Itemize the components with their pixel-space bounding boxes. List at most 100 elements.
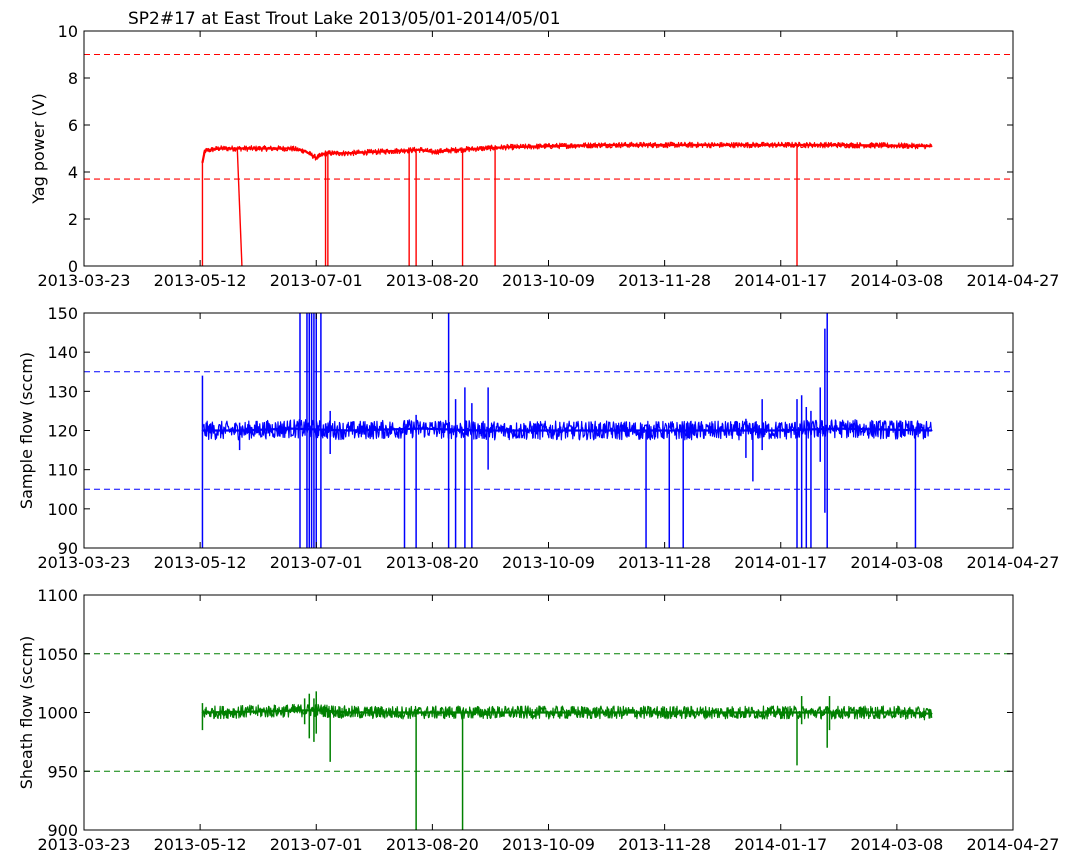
series-point bbox=[835, 427, 838, 430]
series-point bbox=[835, 144, 838, 146]
y-tick-label: 120 bbox=[47, 422, 78, 441]
series-trace bbox=[201, 703, 933, 721]
x-tick-label: 2013-07-01 bbox=[270, 271, 363, 290]
y-tick-label: 2 bbox=[68, 210, 78, 229]
y-tick-label: 140 bbox=[47, 343, 78, 362]
series-point bbox=[930, 429, 933, 432]
x-tick-label: 2013-07-01 bbox=[270, 835, 363, 854]
series-point bbox=[315, 157, 318, 159]
panel-1: 0 2 4 6 8 10 2013-03-23 2013-05-12 2013-07-01 201… bbox=[29, 22, 1059, 290]
y-tick-label: 1000 bbox=[37, 704, 78, 723]
series-point bbox=[266, 147, 269, 150]
plot-area bbox=[84, 653, 1013, 830]
x-tick-label: 2014-04-27 bbox=[967, 271, 1060, 290]
y-tick-label: 90 bbox=[58, 539, 78, 558]
x-tick-label: 2013-11-28 bbox=[618, 271, 711, 290]
series-trace bbox=[201, 419, 933, 441]
x-tick-label: 2014-01-17 bbox=[734, 271, 827, 290]
chart-title: SP2#17 at East Trout Lake 2013/05/01-201… bbox=[128, 9, 561, 29]
series-point bbox=[203, 150, 206, 152]
y-tick-label: 1100 bbox=[37, 586, 78, 605]
x-tick-label: 2013-08-20 bbox=[386, 835, 479, 854]
series-point bbox=[347, 152, 350, 154]
x-tick-label: 2013-10-09 bbox=[502, 271, 595, 290]
series-point bbox=[303, 150, 306, 152]
series-point bbox=[266, 710, 269, 713]
series-point bbox=[663, 429, 666, 432]
series-point bbox=[347, 429, 350, 432]
y-tick-label: 8 bbox=[68, 69, 78, 88]
x-tick-label: 2013-10-09 bbox=[502, 835, 595, 854]
series-point bbox=[419, 427, 422, 430]
series-line bbox=[202, 709, 932, 715]
x-tick-label: 2013-03-23 bbox=[38, 553, 131, 572]
y-tick-label: 950 bbox=[47, 762, 78, 781]
x-tick-label: 2014-03-08 bbox=[850, 271, 943, 290]
plot-area bbox=[84, 313, 1013, 548]
x-tick-label: 2014-03-08 bbox=[850, 553, 943, 572]
series-point bbox=[779, 144, 782, 146]
x-tick-label: 2013-11-28 bbox=[618, 835, 711, 854]
y-tick-label: 100 bbox=[47, 500, 78, 519]
series-point bbox=[443, 150, 445, 152]
series-point bbox=[431, 711, 434, 714]
series-point bbox=[289, 427, 292, 430]
series-point bbox=[371, 151, 373, 153]
series-point bbox=[714, 144, 717, 146]
y-tick-label: 130 bbox=[47, 382, 78, 401]
panels: 0 2 4 6 8 10 2013-03-23 2013-05-12 2013-07-01 201… bbox=[17, 22, 1059, 854]
y-tick-label: 0 bbox=[68, 257, 78, 276]
series-point bbox=[663, 711, 666, 714]
x-tick-label: 2013-03-23 bbox=[38, 835, 131, 854]
y-tick-label: 10 bbox=[58, 22, 78, 41]
series-point bbox=[347, 711, 350, 714]
y-tick-label: 1050 bbox=[37, 645, 78, 664]
series-point bbox=[601, 144, 603, 146]
series-point bbox=[547, 711, 550, 714]
series-point bbox=[419, 148, 422, 151]
series-point bbox=[241, 429, 243, 432]
series-point bbox=[930, 145, 933, 147]
series-point bbox=[396, 150, 399, 152]
series-point bbox=[547, 429, 550, 432]
series-point bbox=[503, 146, 506, 149]
x-tick-label: 2014-01-17 bbox=[734, 553, 827, 572]
y-tick-label: 6 bbox=[68, 116, 78, 135]
x-tick-label: 2013-11-28 bbox=[618, 553, 711, 572]
series-point bbox=[896, 711, 898, 714]
y-tick-label: 900 bbox=[47, 821, 78, 840]
series-line bbox=[201, 143, 932, 163]
series-point bbox=[217, 147, 220, 150]
x-tick-label: 2013-08-20 bbox=[386, 553, 479, 572]
x-tick-label: 2013-08-20 bbox=[386, 271, 479, 290]
plot-area bbox=[84, 53, 1013, 266]
series-point bbox=[431, 151, 434, 153]
y-tick-label: 110 bbox=[47, 461, 78, 480]
x-tick-label: 2014-01-17 bbox=[734, 835, 827, 854]
x-tick-label: 2013-05-12 bbox=[154, 835, 247, 854]
x-tick-label: 2014-04-27 bbox=[967, 835, 1060, 854]
panel-3: 900 950 1000 1050 1100 2013-03-23 2013-05-12 20… bbox=[17, 586, 1059, 854]
y-tick-label: 150 bbox=[47, 304, 78, 323]
x-tick-label: 2013-05-12 bbox=[154, 271, 247, 290]
y-axis-label: Sheath flow (sccm) bbox=[17, 636, 36, 789]
y-tick-label: 4 bbox=[68, 163, 78, 182]
y-axis-label: Sample flow (sccm) bbox=[17, 352, 36, 509]
series-point bbox=[289, 147, 292, 150]
series-point bbox=[896, 144, 898, 147]
x-tick-label: 2013-03-23 bbox=[38, 271, 131, 290]
x-tick-label: 2013-07-01 bbox=[270, 553, 363, 572]
x-tick-label: 2013-10-09 bbox=[502, 553, 595, 572]
series-point bbox=[547, 145, 550, 147]
series-point bbox=[775, 429, 777, 432]
x-tick-label: 2013-05-12 bbox=[154, 553, 247, 572]
x-tick-label: 2014-04-27 bbox=[967, 553, 1060, 572]
series-point bbox=[480, 147, 482, 150]
series-point bbox=[241, 147, 243, 150]
x-tick-label: 2014-03-08 bbox=[850, 835, 943, 854]
series-point bbox=[663, 144, 666, 146]
series-point bbox=[779, 711, 782, 714]
series-point bbox=[459, 148, 462, 151]
panel-2: 90 100 110 120 130 140 150 2013-03-23 2013-05-12… bbox=[17, 304, 1059, 572]
